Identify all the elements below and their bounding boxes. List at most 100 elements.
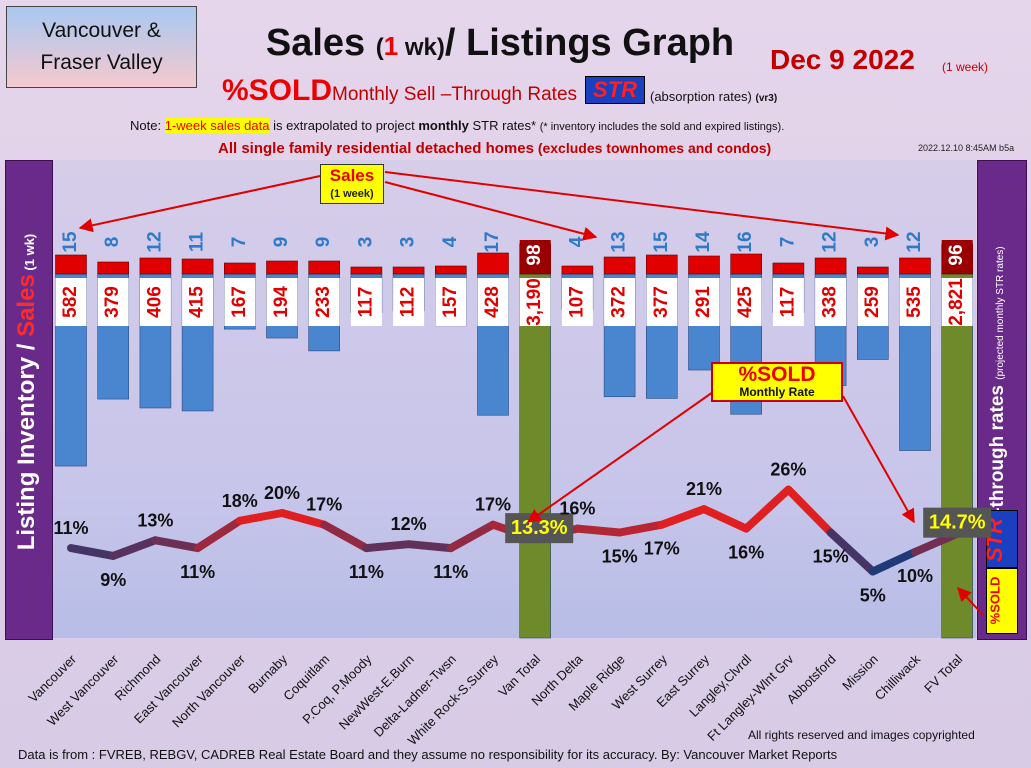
inventory-label-fv-total: 2,821 xyxy=(946,278,967,326)
sales-label-bg-van-total xyxy=(519,240,551,270)
inventory-label-bg-north-delta xyxy=(561,278,593,326)
sales-label-delta-ladner-twsn: 4 xyxy=(440,236,461,247)
inventory-label-bg-west-vancouver xyxy=(97,278,129,326)
sales-bar-west-vancouver xyxy=(97,261,129,275)
pct-label-west-surrey: 17% xyxy=(644,539,680,559)
pct-label-coquitlam: 17% xyxy=(306,495,342,515)
pct-label-vancouver: 11% xyxy=(53,518,88,538)
sold-line-segment-7 xyxy=(362,540,413,553)
pct-label-langley-clvrdl: 16% xyxy=(728,543,764,563)
inventory-label-bg-coquitlam xyxy=(308,278,340,326)
sales-bar-white-rock-s-surrey xyxy=(477,252,509,275)
str-badge: STR xyxy=(585,76,645,104)
pct-label-van-total: 13.3% xyxy=(511,517,568,539)
pct-label-north-vancouver: 18% xyxy=(222,491,258,511)
sold-line-segment-3 xyxy=(193,516,244,553)
title-part-e: / Listings Graph xyxy=(444,22,735,64)
sales-bar-chilliwack xyxy=(899,257,931,275)
sold-line-segment-5 xyxy=(278,509,329,529)
inventory-label-bg-burnaby xyxy=(266,278,298,326)
inventory-label-bg-fv-total xyxy=(941,278,973,326)
inventory-label-west-vancouver: 379 xyxy=(102,286,123,318)
absorption-text: (absorption rates) xyxy=(650,89,752,104)
inventory-label-bg-east-vancouver xyxy=(182,278,214,326)
sales-label-east-vancouver: 11 xyxy=(187,232,208,253)
inventory-label-burnaby: 194 xyxy=(271,286,292,318)
homes-subtitle: All single family residential detached h… xyxy=(218,140,771,157)
sales-bar-maple-ridge xyxy=(603,256,636,275)
note-b: is extrapolated to project xyxy=(269,118,419,133)
inventory-label-east-vancouver: 415 xyxy=(187,286,208,318)
inventory-label-richmond: 406 xyxy=(144,286,165,318)
category-label-chilliwack: Chilliwack xyxy=(872,651,924,703)
note-highlight: 1-week sales data xyxy=(164,118,270,133)
sold-line-segment-12 xyxy=(573,524,624,537)
page-title: Sales (1 wk)/ Listings Graph xyxy=(220,22,780,65)
sales-bar-east-surrey xyxy=(688,255,720,275)
title-part-c: 1 xyxy=(383,31,399,61)
sales-label-van-total: 98 xyxy=(524,244,545,265)
sales-bar-ft-langley-wlnt-grv xyxy=(772,262,805,275)
sold-line-segment-8 xyxy=(404,540,455,553)
sales-bar-p-coq-p-moody xyxy=(350,266,383,275)
pct-label-west-vancouver: 9% xyxy=(100,570,126,590)
copyright-text: All rights reserved and images copyright… xyxy=(748,728,975,742)
timestamp: 2022.12.10 8:45AM b5a xyxy=(918,143,1015,153)
inventory-label-maple-ridge: 372 xyxy=(609,286,630,318)
inventory-label-bg-white-rock-s-surrey xyxy=(477,278,509,326)
pct-label-richmond: 13% xyxy=(137,510,173,530)
sales-callout-sub: (1 week) xyxy=(330,188,374,200)
sales-label-chilliwack: 12 xyxy=(904,231,925,252)
inventory-bar-fv-total xyxy=(941,273,974,639)
inventory-label-abbotsford: 338 xyxy=(820,286,841,318)
note-a: Note: xyxy=(130,118,165,133)
inventory-label-p-coq-p-moody: 117 xyxy=(355,287,376,318)
sales-label-bg-fv-total xyxy=(941,240,973,270)
sold-line-segment-4 xyxy=(235,509,286,525)
sales-arrow-middle xyxy=(384,181,598,241)
pct-label-north-delta: 16% xyxy=(559,499,595,519)
sales-label-coquitlam: 9 xyxy=(313,237,334,248)
inventory-label-ft-langley-wlnt-grv: 117 xyxy=(777,287,798,318)
sales-bar-langley-clvrdl xyxy=(730,253,763,275)
inventory-label-bg-newwest-e-burn xyxy=(393,278,425,326)
inventory-label-north-vancouver: 167 xyxy=(229,286,250,318)
sales-label-p-coq-p-moody: 3 xyxy=(355,237,376,248)
sold-line-segment-16 xyxy=(742,485,793,533)
sales-label-newwest-e-burn: 3 xyxy=(398,237,419,248)
sales-label-abbotsford: 12 xyxy=(820,231,841,252)
region-box: Vancouver & Fraser Valley xyxy=(6,6,197,88)
sales-label-langley-clvrdl: 16 xyxy=(735,231,756,252)
pct-label-bg-fv-total xyxy=(923,507,992,538)
sold-line-segment-0 xyxy=(67,544,118,560)
pct-label-burnaby: 20% xyxy=(264,483,300,503)
sales-bar-north-vancouver xyxy=(224,262,256,275)
inventory-label-vancouver: 582 xyxy=(60,286,81,318)
inventory-label-bg-east-surrey xyxy=(688,278,720,326)
sales-label-west-vancouver: 8 xyxy=(102,237,123,248)
source-text: Data is from : FVREB, REBGV, CADREB Real… xyxy=(18,747,838,762)
category-label-newwest-e-burn: NewWest-E.Burn xyxy=(336,652,417,733)
inventory-label-bg-vancouver xyxy=(55,278,87,326)
sales-label-maple-ridge: 13 xyxy=(609,231,630,252)
inventory-label-bg-p-coq-p-moody xyxy=(350,278,382,326)
inventory-label-bg-north-vancouver xyxy=(224,278,256,326)
sales-bar-burnaby xyxy=(266,260,298,275)
homes-b: (excludes townhomes and condos) xyxy=(533,140,772,156)
inventory-label-chilliwack: 535 xyxy=(904,286,925,318)
pct-label-abbotsford: 15% xyxy=(813,547,849,567)
inventory-label-bg-west-surrey xyxy=(646,278,678,326)
sales-bar-richmond xyxy=(139,257,172,275)
pct-label-chilliwack: 10% xyxy=(897,566,933,586)
inventory-label-bg-maple-ridge xyxy=(604,278,636,326)
sales-callout: Sales (1 week) xyxy=(320,164,384,204)
sold-line-segment-17 xyxy=(784,485,835,537)
report-date-period: (1 week) xyxy=(942,60,989,74)
category-label-mission: Mission xyxy=(839,652,881,694)
sold-line-segment-13 xyxy=(615,520,666,537)
inventory-label-newwest-e-burn: 112 xyxy=(398,287,419,318)
pct-label-maple-ridge: 15% xyxy=(602,547,638,567)
sales-arrow-left xyxy=(78,175,321,233)
sales-label-burnaby: 9 xyxy=(271,237,292,248)
